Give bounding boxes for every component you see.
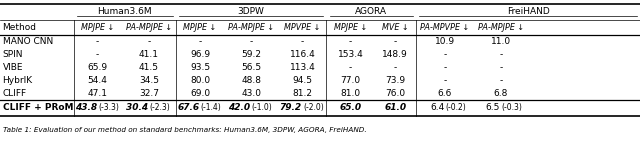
Text: MVE ↓: MVE ↓ [382, 23, 408, 32]
Text: 69.0: 69.0 [190, 89, 210, 98]
Text: Table 1: Evaluation of our method on standard benchmarks: Human3.6M, 3DPW, AGORA: Table 1: Evaluation of our method on sta… [3, 127, 366, 133]
Text: (-2.3): (-2.3) [150, 103, 170, 112]
Text: 79.2: 79.2 [280, 103, 302, 112]
Text: CLIFF + PRoM: CLIFF + PRoM [3, 103, 73, 112]
Text: MPVPE ↓: MPVPE ↓ [284, 23, 321, 32]
Text: -: - [301, 37, 304, 46]
Text: 6.5: 6.5 [486, 103, 500, 112]
Text: 34.5: 34.5 [139, 76, 159, 85]
Text: MPJPE ↓: MPJPE ↓ [334, 23, 367, 32]
Text: SPIN: SPIN [3, 50, 23, 59]
Text: -: - [443, 50, 447, 59]
Text: FreiHAND: FreiHAND [507, 7, 549, 16]
Text: 48.8: 48.8 [241, 76, 261, 85]
Text: 94.5: 94.5 [292, 76, 312, 85]
Text: 77.0: 77.0 [340, 76, 360, 85]
Text: 43.0: 43.0 [241, 89, 261, 98]
Text: -: - [349, 63, 352, 72]
Text: MPJPE ↓: MPJPE ↓ [81, 23, 114, 32]
Text: PA-MPJPE ↓: PA-MPJPE ↓ [125, 23, 172, 32]
Text: 41.5: 41.5 [139, 63, 159, 72]
Text: HybrIK: HybrIK [3, 76, 33, 85]
Text: 80.0: 80.0 [190, 76, 210, 85]
Text: -: - [349, 37, 352, 46]
Text: -: - [394, 63, 397, 72]
Text: (-0.3): (-0.3) [502, 103, 522, 112]
Text: 6.6: 6.6 [438, 89, 452, 98]
Text: -: - [147, 37, 150, 46]
Text: 65.0: 65.0 [339, 103, 362, 112]
Text: PA-MPJPE ↓: PA-MPJPE ↓ [477, 23, 524, 32]
Text: -: - [499, 76, 502, 85]
Text: 67.6: 67.6 [177, 103, 200, 112]
Text: 3DPW: 3DPW [238, 7, 264, 16]
Text: (-1.4): (-1.4) [201, 103, 221, 112]
Text: PA-MPVPE ↓: PA-MPVPE ↓ [420, 23, 469, 32]
Text: 73.9: 73.9 [385, 76, 405, 85]
Text: PA-MPJPE ↓: PA-MPJPE ↓ [228, 23, 275, 32]
Text: 47.1: 47.1 [88, 89, 108, 98]
Text: 32.7: 32.7 [139, 89, 159, 98]
Text: 81.2: 81.2 [292, 89, 312, 98]
Text: -: - [499, 63, 502, 72]
Text: 65.9: 65.9 [88, 63, 108, 72]
Text: (-3.3): (-3.3) [99, 103, 119, 112]
Text: (-1.0): (-1.0) [252, 103, 273, 112]
Text: 56.5: 56.5 [241, 63, 261, 72]
Text: -: - [394, 37, 397, 46]
Text: (-2.0): (-2.0) [303, 103, 324, 112]
Text: -: - [96, 50, 99, 59]
Text: 61.0: 61.0 [384, 103, 406, 112]
Text: 93.5: 93.5 [190, 63, 210, 72]
Text: 43.8: 43.8 [75, 103, 97, 112]
Text: Method: Method [3, 23, 36, 32]
Text: 116.4: 116.4 [289, 50, 316, 59]
Text: 10.9: 10.9 [435, 37, 455, 46]
Text: 96.9: 96.9 [190, 50, 210, 59]
Text: 76.0: 76.0 [385, 89, 405, 98]
Text: -: - [198, 37, 202, 46]
Text: -: - [250, 37, 253, 46]
Text: (-0.2): (-0.2) [445, 103, 466, 112]
Text: CLIFF: CLIFF [3, 89, 27, 98]
Text: 41.1: 41.1 [139, 50, 159, 59]
Text: MANO CNN: MANO CNN [3, 37, 53, 46]
Text: 59.2: 59.2 [241, 50, 261, 59]
Text: 42.0: 42.0 [228, 103, 251, 112]
Text: 148.9: 148.9 [382, 50, 408, 59]
Text: -: - [443, 63, 447, 72]
Text: 81.0: 81.0 [340, 89, 360, 98]
Text: VIBE: VIBE [3, 63, 23, 72]
Text: MPJPE ↓: MPJPE ↓ [184, 23, 216, 32]
Text: AGORA: AGORA [355, 7, 387, 16]
Text: 11.0: 11.0 [491, 37, 511, 46]
Text: Human3.6M: Human3.6M [97, 7, 152, 16]
Text: -: - [499, 50, 502, 59]
Text: 153.4: 153.4 [337, 50, 364, 59]
Text: 54.4: 54.4 [88, 76, 108, 85]
Text: -: - [443, 76, 447, 85]
Text: 6.4: 6.4 [430, 103, 444, 112]
Text: 113.4: 113.4 [289, 63, 316, 72]
Text: 30.4: 30.4 [126, 103, 148, 112]
Text: -: - [96, 37, 99, 46]
Text: 6.8: 6.8 [493, 89, 508, 98]
